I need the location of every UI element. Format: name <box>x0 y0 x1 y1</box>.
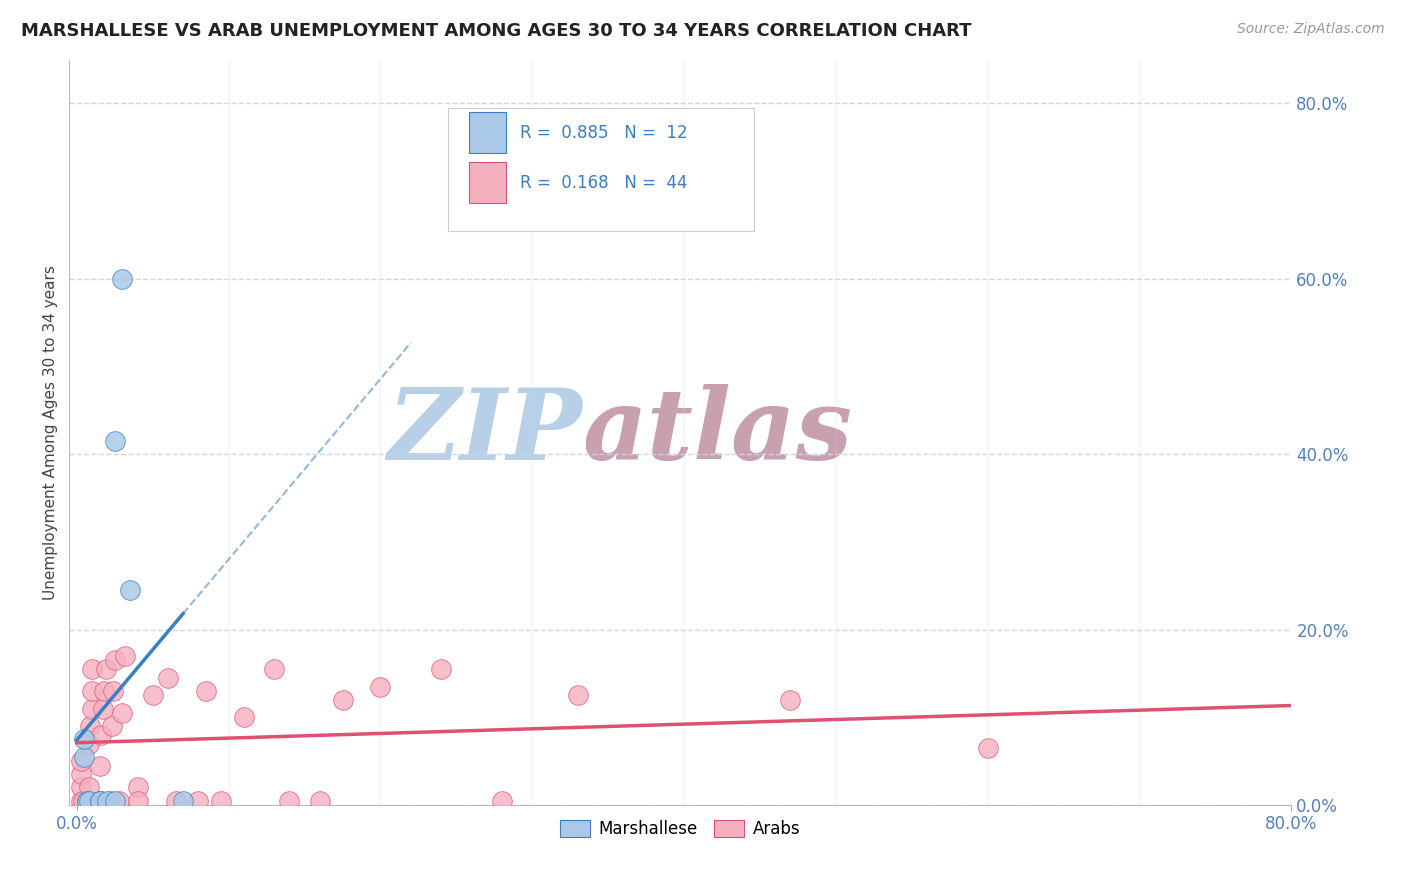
Text: MARSHALLESE VS ARAB UNEMPLOYMENT AMONG AGES 30 TO 34 YEARS CORRELATION CHART: MARSHALLESE VS ARAB UNEMPLOYMENT AMONG A… <box>21 22 972 40</box>
Point <box>72 794 94 808</box>
Point <box>278 794 301 808</box>
Point <box>111 272 134 286</box>
Point <box>94 662 117 676</box>
Point <box>89 758 111 772</box>
Point <box>91 701 114 715</box>
Point <box>127 794 149 808</box>
Text: ZIP: ZIP <box>388 384 582 481</box>
Point <box>114 648 136 663</box>
Point <box>779 693 801 707</box>
Point <box>89 794 111 808</box>
Point <box>76 794 98 808</box>
Point <box>156 671 179 685</box>
Point <box>111 706 134 720</box>
Point <box>89 794 111 808</box>
Legend: Marshallese, Arabs: Marshallese, Arabs <box>554 814 807 845</box>
Point <box>79 719 101 733</box>
Point <box>93 684 115 698</box>
Point <box>370 680 392 694</box>
Point <box>89 794 111 808</box>
Point <box>232 710 254 724</box>
Point <box>90 728 112 742</box>
Point <box>70 780 93 795</box>
Point <box>108 794 131 808</box>
Point <box>142 689 165 703</box>
Point <box>70 754 93 768</box>
Point <box>80 662 103 676</box>
Point <box>80 701 103 715</box>
Point <box>73 732 96 747</box>
Point <box>77 794 100 808</box>
Point <box>80 684 103 698</box>
Point <box>127 780 149 795</box>
Point <box>104 434 127 448</box>
FancyBboxPatch shape <box>468 162 506 203</box>
Point <box>567 689 589 703</box>
Point <box>73 749 96 764</box>
Point <box>172 794 194 808</box>
Point <box>76 794 98 808</box>
Point <box>491 794 513 808</box>
Point <box>977 741 1000 756</box>
Point <box>165 794 187 808</box>
Point <box>96 794 118 808</box>
FancyBboxPatch shape <box>468 112 506 153</box>
Point <box>118 583 141 598</box>
Point <box>104 794 127 808</box>
Point <box>430 662 453 676</box>
Text: Source: ZipAtlas.com: Source: ZipAtlas.com <box>1237 22 1385 37</box>
Text: R =  0.168   N =  44: R = 0.168 N = 44 <box>520 174 688 192</box>
Point <box>104 653 127 667</box>
Text: atlas: atlas <box>582 384 852 481</box>
Point <box>187 794 209 808</box>
Point <box>263 662 285 676</box>
Point <box>103 684 125 698</box>
Point <box>100 719 122 733</box>
Point <box>98 794 121 808</box>
Point <box>77 737 100 751</box>
Point <box>308 794 330 808</box>
Point <box>70 794 93 808</box>
Point <box>209 794 232 808</box>
Point <box>332 693 354 707</box>
FancyBboxPatch shape <box>449 108 754 231</box>
Y-axis label: Unemployment Among Ages 30 to 34 years: Unemployment Among Ages 30 to 34 years <box>44 265 58 599</box>
Point <box>70 767 93 781</box>
Point <box>194 684 217 698</box>
Text: R =  0.885   N =  12: R = 0.885 N = 12 <box>520 124 688 142</box>
Point <box>77 780 100 795</box>
